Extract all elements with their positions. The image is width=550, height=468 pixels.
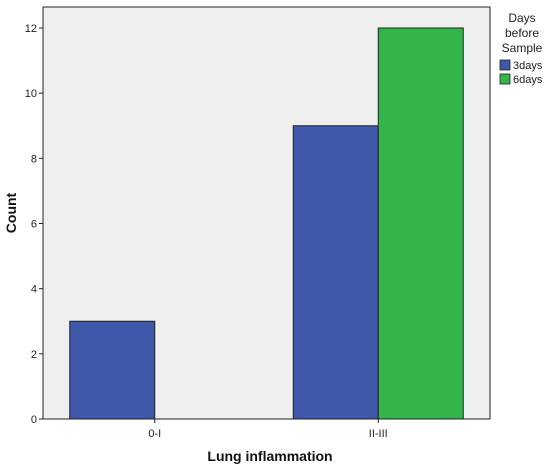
legend-swatch-3days [499, 59, 511, 71]
bar-3days-0-I [69, 320, 156, 420]
y-tick-label: 10 [25, 88, 37, 100]
bar-3days-II-III [292, 125, 379, 420]
x-tick-label: II-III [369, 428, 388, 440]
y-tick-label: 2 [31, 349, 37, 361]
x-axis-title: Lung inflammation [207, 448, 332, 464]
legend: Days before Sample 3days 6days [499, 11, 543, 86]
y-tick-label: 0 [31, 414, 37, 426]
y-tick-label: 6 [31, 219, 37, 231]
legend-swatch-6days [499, 73, 511, 85]
legend-label-3days: 3days [513, 60, 543, 72]
bars-layer [69, 27, 464, 420]
bar-6days-II-III [377, 27, 464, 420]
legend-title-line-2: before [505, 26, 539, 40]
y-axis-title: Count [3, 192, 19, 233]
y-tick-label: 12 [25, 23, 37, 35]
legend-title-line-1: Days [508, 11, 535, 25]
x-axis: 0-I II-III [148, 419, 388, 440]
y-tick-label: 8 [31, 153, 37, 165]
legend-title-line-3: Sample [502, 41, 543, 55]
legend-label-6days: 6days [513, 74, 543, 86]
x-tick-label: 0-I [148, 428, 161, 440]
y-axis: 0 2 4 6 8 10 12 [25, 23, 43, 426]
y-tick-label: 4 [31, 284, 37, 296]
